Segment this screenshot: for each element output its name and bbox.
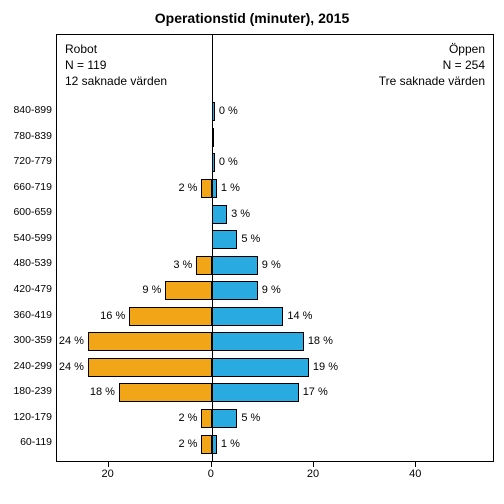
y-axis-label: 600-659: [4, 200, 52, 226]
bar-right: [212, 281, 258, 300]
bar-right-label: 17 %: [303, 383, 328, 402]
table-row: 2 % 1 %: [57, 431, 493, 457]
bar-right: [212, 153, 215, 172]
bar-left-label: 18 %: [90, 383, 115, 402]
bar-right: [212, 409, 238, 428]
table-row: 3 % 9 %: [57, 252, 493, 278]
bar-right: [212, 230, 238, 249]
bar-right: [212, 179, 217, 198]
bar-right: [212, 128, 214, 147]
y-axis-label: 300-359: [4, 328, 52, 354]
bar-right-label: 9 %: [262, 281, 281, 300]
y-axis-label: 660-719: [4, 175, 52, 201]
x-tick: [211, 462, 212, 467]
y-axis-label: 360-419: [4, 303, 52, 329]
bar-right-label: 0 %: [219, 102, 238, 121]
y-axis-label: 480-539: [4, 251, 52, 277]
x-tick: [313, 462, 314, 467]
y-axis-label: 540-599: [4, 226, 52, 252]
bar-left-label: 24 %: [59, 332, 84, 351]
bar-left-label: 24 %: [59, 358, 84, 377]
y-axis-label: 60-119: [4, 430, 52, 456]
plot-area: Robot N = 119 12 saknade värden Öppen N …: [56, 34, 494, 462]
bar-right: [212, 383, 299, 402]
bar-right-label: 0 %: [219, 153, 238, 172]
x-axis: 20 0 20 40: [56, 462, 494, 492]
table-row: 24 % 19 %: [57, 355, 493, 381]
bar-left: [88, 358, 212, 377]
x-tick: [415, 462, 416, 467]
bar-right-label: 19 %: [313, 358, 338, 377]
bar-right-label: 5 %: [241, 409, 260, 428]
x-tick-label: 20: [307, 468, 319, 480]
y-axis-label: 180-239: [4, 379, 52, 405]
y-axis-label: 420-479: [4, 277, 52, 303]
info-right: Öppen N = 254 Tre saknade värden: [379, 41, 485, 90]
table-row: 0 %: [57, 150, 493, 176]
bar-left: [119, 383, 212, 402]
chart-container: Operationstid (minuter), 2015 Robot N = …: [0, 0, 504, 504]
table-row: 16 % 14 %: [57, 304, 493, 330]
info-right-line3: Tre saknade värden: [379, 73, 485, 89]
info-right-line1: Öppen: [379, 41, 485, 57]
bar-right: [212, 332, 304, 351]
bar-left: [129, 307, 212, 326]
bar-right-label: 9 %: [262, 256, 281, 275]
bar-left-label: 9 %: [142, 281, 161, 300]
y-axis-label: 780-839: [4, 124, 52, 150]
bar-right: [212, 256, 258, 275]
bar-right-label: 18 %: [308, 332, 333, 351]
bar-left: [201, 179, 211, 198]
bar-right: [212, 307, 284, 326]
x-tick-label: 0: [208, 468, 214, 480]
y-axis-label: 840-899: [4, 98, 52, 124]
bar-left: [196, 256, 211, 275]
bar-left: [201, 435, 211, 454]
info-left-line3: 12 saknade värden: [65, 73, 167, 89]
x-tick-label: 40: [409, 468, 421, 480]
bar-right: [212, 205, 227, 224]
bar-left-label: 3 %: [173, 256, 192, 275]
table-row: 5 %: [57, 227, 493, 253]
y-axis-label: 240-299: [4, 354, 52, 380]
x-tick-label: 20: [101, 468, 113, 480]
bar-right: [212, 435, 217, 454]
info-left-line2: N = 119: [65, 57, 167, 73]
y-axis-label: 720-779: [4, 149, 52, 175]
bar-left-label: 2 %: [179, 409, 198, 428]
table-row: 2 % 5 %: [57, 406, 493, 432]
bar-right-label: 14 %: [287, 307, 312, 326]
bar-right-label: 1 %: [221, 435, 240, 454]
table-row: 9 % 9 %: [57, 278, 493, 304]
table-row: 2 % 1 %: [57, 176, 493, 202]
bar-left: [88, 332, 212, 351]
bar-left-label: 2 %: [179, 179, 198, 198]
info-right-line2: N = 254: [379, 57, 485, 73]
bar-left: [165, 281, 211, 300]
table-row: 24 % 18 %: [57, 329, 493, 355]
info-left: Robot N = 119 12 saknade värden: [65, 41, 167, 90]
rows-area: 0 % 0 % 2 % 1 % 3 % 5 % 3 % 9 % 9 % 9 % 16 % 14 % 24…: [57, 99, 493, 457]
bar-left-label: 2 %: [179, 435, 198, 454]
table-row: 0 %: [57, 99, 493, 125]
chart-title: Operationstid (minuter), 2015: [0, 0, 504, 32]
table-row: 3 %: [57, 201, 493, 227]
bar-left: [201, 409, 211, 428]
bar-right: [212, 358, 309, 377]
bar-right: [212, 102, 215, 121]
y-axis-label: 120-179: [4, 405, 52, 431]
bar-left-label: 16 %: [100, 307, 125, 326]
bar-right-label: 5 %: [241, 230, 260, 249]
bar-right-label: 3 %: [231, 205, 250, 224]
x-tick: [108, 462, 109, 467]
bar-right-label: 1 %: [221, 179, 240, 198]
table-row: [57, 125, 493, 151]
info-left-line1: Robot: [65, 41, 167, 57]
table-row: 18 % 17 %: [57, 380, 493, 406]
